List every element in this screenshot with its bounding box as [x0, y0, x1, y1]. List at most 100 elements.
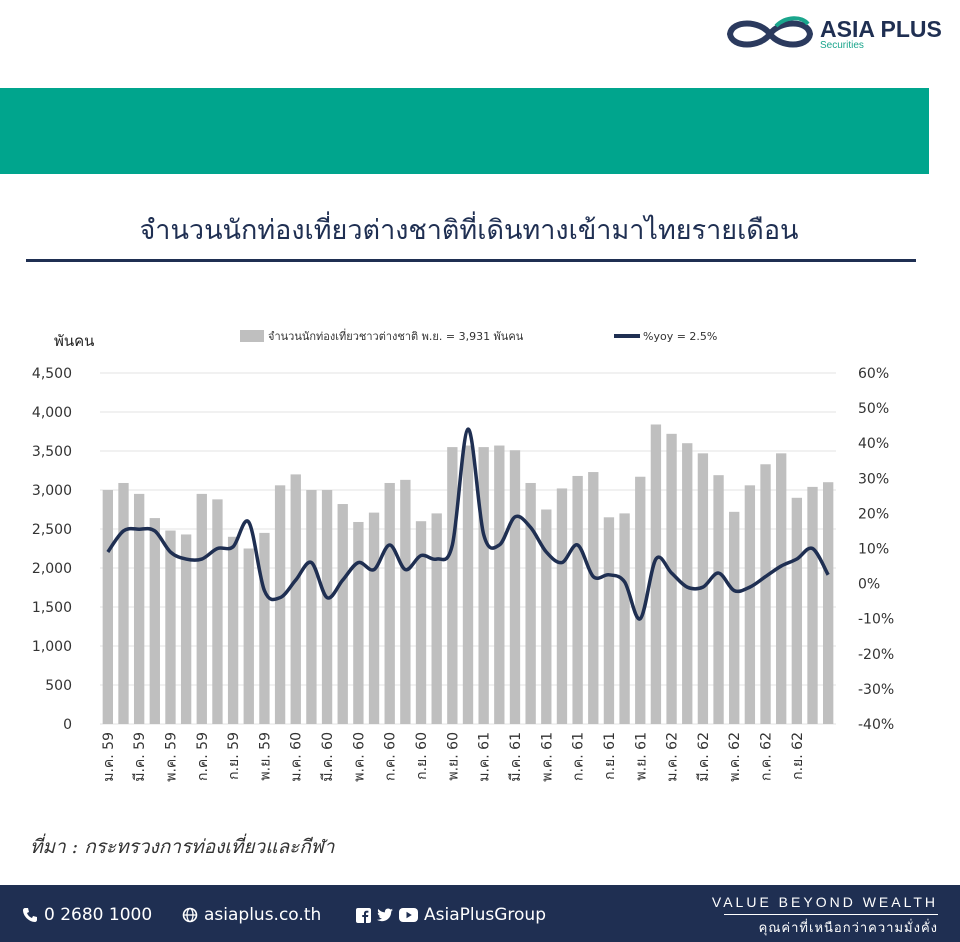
- y-tick-label: 0: [63, 717, 72, 733]
- y2-tick-label: 40%: [858, 436, 889, 452]
- bar: [823, 482, 834, 724]
- bar: [807, 486, 818, 724]
- x-tick-label: พ.ย. 61: [633, 732, 649, 781]
- x-tick-label: ม.ค. 60: [289, 732, 305, 782]
- legend-label-bars: จำนวนนักท่องเที่ยวชาวต่างชาติ พ.ย. = 3,9…: [268, 328, 524, 343]
- x-tick-label: ม.ค. 62: [665, 732, 681, 782]
- bar: [165, 530, 176, 724]
- bar: [494, 445, 505, 724]
- y2-tick-label: -20%: [858, 647, 894, 663]
- bar: [744, 485, 756, 724]
- bar: [682, 443, 693, 724]
- tagline-divider: [724, 914, 938, 915]
- website-url: asiaplus.co.th: [204, 905, 322, 925]
- y2-tick-label: 50%: [858, 401, 889, 417]
- y2-tick-label: 20%: [858, 506, 889, 522]
- footer: 0 2680 1000 asiaplus.co.th AsiaPlusGroup…: [0, 885, 960, 942]
- y2-tick-label: -30%: [858, 682, 894, 698]
- bar: [243, 548, 254, 724]
- bar: [776, 453, 787, 724]
- infinity-icon: [726, 16, 814, 48]
- y-tick-label: 4,000: [32, 405, 72, 421]
- x-tick-label: ก.ค. 59: [195, 732, 211, 781]
- asia-plus-logo: ASIA PLUS Securities: [724, 12, 948, 56]
- x-tick-label: พ.ค. 62: [727, 732, 743, 782]
- bar: [650, 424, 662, 724]
- y2-tick-label: 10%: [858, 542, 889, 558]
- bar: [713, 475, 724, 724]
- brand-name: ASIA PLUS: [820, 16, 942, 42]
- globe-icon: [182, 907, 198, 923]
- tagline-th: คุณค่าที่เหนือกว่าความมั่งคั่ง: [758, 921, 938, 936]
- bar: [368, 512, 380, 724]
- bar: [290, 474, 301, 724]
- x-tick-label: ม.ค. 61: [477, 732, 493, 782]
- legend-swatch-bars: [240, 330, 264, 342]
- bar: [556, 488, 568, 724]
- bar: [431, 513, 442, 724]
- bar: [478, 447, 489, 724]
- page-title: จำนวนนักท่องเที่ยวต่างชาติที่เดินทางเข้า…: [139, 215, 799, 246]
- bar: [337, 504, 348, 724]
- x-tick-label: ก.ค. 60: [383, 732, 399, 781]
- y-tick-label: 500: [45, 678, 72, 694]
- bar: [509, 450, 521, 724]
- y2-tick-label: -40%: [858, 717, 894, 733]
- bar: [572, 475, 583, 724]
- bar: [525, 482, 536, 724]
- y2-tick-label: 0%: [858, 577, 880, 593]
- y-axis-right: -40% -30% -20% -10% 0% 10% 20% 30% 40% 50% 60%: [858, 366, 894, 733]
- bar: [415, 521, 427, 724]
- bar: [180, 534, 192, 724]
- x-tick-label: พ.ย. 60: [445, 732, 461, 781]
- x-axis: ม.ค. 59 มี.ค. 59 พ.ค. 59 ก.ค. 59 ก.ย. 59 พ.ย.…: [101, 732, 806, 782]
- bar: [149, 518, 160, 724]
- title-divider: [26, 259, 916, 262]
- tagline-en: VALUE BEYOND WEALTH: [711, 894, 938, 910]
- bar: [462, 445, 474, 724]
- phone-icon: [23, 908, 37, 922]
- legend-label-line: %yoy = 2.5%: [643, 330, 717, 343]
- bar: [384, 482, 395, 724]
- bar: [102, 490, 113, 724]
- x-tick-label: ม.ค. 59: [101, 732, 117, 782]
- tourist-arrivals-chart: 0 500 1,000 1,500 2,000 2,500 3,000 3,500 4,000 4…: [32, 328, 894, 782]
- x-tick-label: พ.ค. 61: [539, 732, 555, 782]
- source-note: ที่มา : กระทรวงการท่องเที่ยวและกีฬา: [30, 836, 335, 858]
- x-tick-label: มี.ค. 60: [320, 732, 336, 782]
- y-tick-label: 3,000: [32, 483, 72, 499]
- bar: [541, 509, 552, 724]
- bar: [588, 472, 599, 724]
- line-series: [106, 427, 830, 621]
- x-tick-label: มี.ค. 61: [508, 732, 524, 782]
- x-tick-label: ก.ย. 61: [602, 732, 618, 780]
- twitter-icon: [377, 908, 393, 922]
- bar: [353, 521, 364, 724]
- x-tick-label: ก.ย. 59: [226, 732, 242, 780]
- x-tick-label: ก.ย. 62: [790, 732, 806, 780]
- y-tick-label: 2,000: [32, 561, 72, 577]
- phone-number: 0 2680 1000: [44, 905, 153, 925]
- y-tick-label: 1,000: [32, 639, 72, 655]
- y-axis-left: 0 500 1,000 1,500 2,000 2,500 3,000 3,500 4,000 4…: [32, 366, 72, 733]
- footer-phone[interactable]: 0 2680 1000: [22, 905, 152, 925]
- bar: [259, 532, 270, 724]
- y-axis-label: พันคน: [54, 332, 94, 350]
- bar: [666, 433, 677, 724]
- bar: [619, 513, 630, 724]
- footer-social[interactable]: AsiaPlusGroup: [356, 905, 546, 925]
- bar: [635, 476, 646, 724]
- legend: จำนวนนักท่องเที่ยวชาวต่างชาติ พ.ย. = 3,9…: [240, 328, 717, 343]
- x-tick-label: พ.ค. 60: [351, 732, 367, 782]
- bar: [196, 493, 207, 724]
- y2-tick-label: -10%: [858, 612, 894, 628]
- y2-tick-label: 30%: [858, 471, 889, 487]
- bar: [729, 511, 740, 724]
- yoy-line: [106, 427, 830, 621]
- bar: [447, 447, 458, 724]
- bar: [760, 464, 771, 724]
- bar: [791, 497, 803, 724]
- bar: [227, 536, 239, 724]
- footer-website[interactable]: asiaplus.co.th: [182, 905, 321, 925]
- y-tick-label: 3,500: [32, 444, 72, 460]
